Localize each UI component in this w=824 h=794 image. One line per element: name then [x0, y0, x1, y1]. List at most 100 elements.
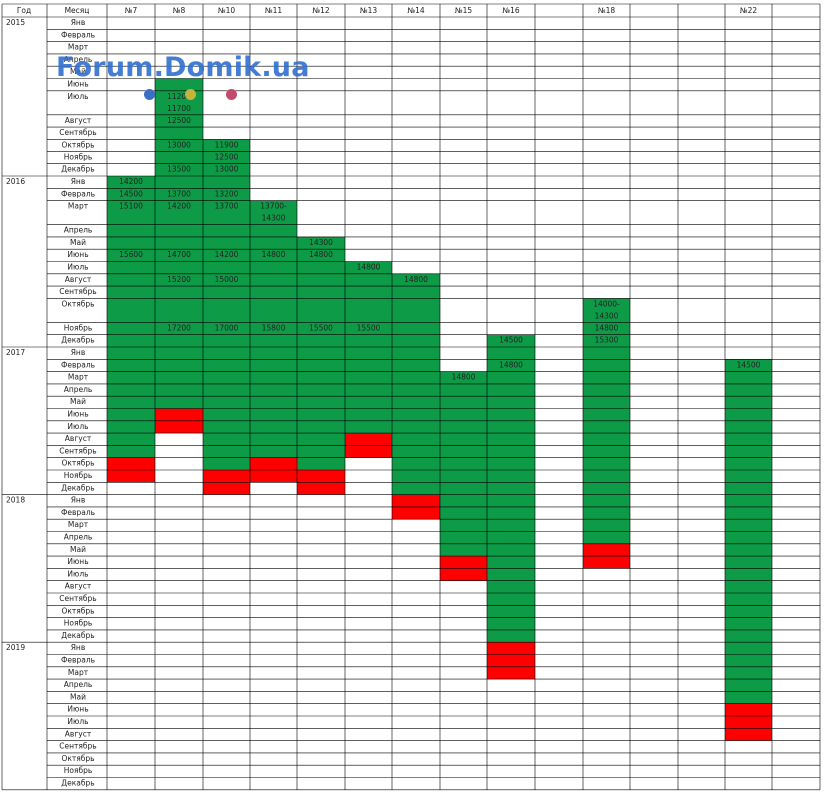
price-value: 15200 [167, 275, 191, 284]
month-label: Ноябрь [64, 323, 93, 332]
status-bar-sale [155, 78, 203, 409]
month-label: Август [65, 582, 92, 591]
price-value: 14500 [499, 336, 523, 345]
price-value: 15300 [595, 336, 619, 345]
month-label: Сентябрь [59, 594, 96, 603]
month-label: Июнь [67, 250, 88, 259]
month-label: Декабрь [61, 336, 94, 345]
price-value: 14700 [167, 250, 191, 259]
price-value: 13700- [260, 202, 287, 211]
price-value: 17000 [215, 323, 239, 332]
month-label: Март [68, 43, 89, 52]
price-value: 14500 [119, 189, 143, 198]
month-label: Сентябрь [59, 742, 96, 751]
watermark-dot-icon [144, 89, 155, 100]
watermark-dot-icon [185, 89, 196, 100]
column-header: №14 [407, 6, 425, 15]
month-label: Октябрь [61, 606, 94, 615]
month-label: Сентябрь [59, 128, 96, 137]
price-value: 12500 [215, 152, 239, 161]
price-value: 14200 [119, 177, 143, 186]
month-label: Октябрь [61, 459, 94, 468]
watermark-logo: Forum.Domik.ua [56, 52, 310, 83]
month-label: Июль [67, 92, 88, 101]
column-header: №22 [740, 6, 758, 15]
watermark-dot-icon [226, 89, 237, 100]
month-label: Февраль [61, 189, 95, 198]
status-bar-sale [203, 139, 250, 470]
price-value: 14800 [452, 373, 476, 382]
month-label: Янв [71, 18, 86, 27]
price-value: 14300 [309, 238, 333, 247]
month-label: Янв [71, 348, 86, 357]
month-label: Май [70, 67, 86, 76]
price-value: 15000 [215, 275, 239, 284]
month-label: Февраль [61, 508, 95, 517]
column-header: №7 [125, 6, 138, 15]
month-label: Декабрь [61, 165, 94, 174]
status-bar-sale [440, 371, 487, 557]
status-bar-sale [250, 200, 297, 458]
month-label: Апрель [64, 55, 93, 64]
price-value: 14500 [737, 360, 761, 369]
month-label: Июнь [67, 410, 88, 419]
month-label: Июнь [67, 557, 88, 566]
price-value: 13700 [167, 189, 191, 198]
price-value: 14800 [499, 360, 523, 369]
month-label: Декабрь [61, 779, 94, 788]
month-label: Август [65, 729, 92, 738]
price-value: 14200 [167, 202, 191, 211]
price-value: 15500 [309, 323, 333, 332]
price-value: 14800 [262, 250, 286, 259]
column-header: №18 [598, 6, 616, 15]
month-label: Сентябрь [59, 446, 96, 455]
price-value: 11900 [215, 140, 239, 149]
price-value: 14300 [595, 311, 619, 320]
month-label: Июль [67, 422, 88, 431]
month-label: Октябрь [61, 299, 94, 308]
price-value: 17200 [167, 323, 191, 332]
status-bar-sold [725, 703, 772, 741]
month-label: Февраль [61, 656, 95, 665]
month-label: Май [70, 397, 86, 406]
price-value: 14300 [262, 214, 286, 223]
month-label: Октябрь [61, 754, 94, 763]
price-value: 14000- [593, 299, 620, 308]
month-label: Ноябрь [64, 766, 93, 775]
month-label: Май [70, 692, 86, 701]
month-label: Декабрь [61, 631, 94, 640]
price-value: 15100 [119, 202, 143, 211]
month-label: Февраль [61, 360, 95, 369]
month-label: Апрель [64, 680, 93, 689]
month-label: Август [65, 434, 92, 443]
month-label: Май [70, 238, 86, 247]
price-value: 11200 [167, 92, 191, 101]
year-label: 2016 [6, 177, 25, 186]
price-value: 13700 [215, 202, 239, 211]
month-label: Июль [67, 263, 88, 272]
status-bar-sale [487, 334, 535, 643]
price-value: 11700 [167, 104, 191, 113]
month-label: Ноябрь [64, 619, 93, 628]
month-label: Декабрь [61, 483, 94, 492]
price-value: 13000 [167, 140, 191, 149]
month-label: Июнь [67, 705, 88, 714]
column-header: №8 [173, 6, 186, 15]
column-header: №13 [360, 6, 378, 15]
header-year: Год [17, 6, 31, 15]
year-label: 2017 [6, 348, 25, 357]
year-label: 2019 [6, 643, 25, 652]
month-label: Март [68, 373, 89, 382]
price-value: 12500 [167, 116, 191, 125]
column-header: №16 [502, 6, 520, 15]
price-value: 15800 [262, 323, 286, 332]
price-value: 15500 [357, 323, 381, 332]
column-header: №11 [265, 6, 283, 15]
month-label: Март [68, 520, 89, 529]
month-label: Ноябрь [64, 152, 93, 161]
month-label: Февраль [61, 30, 95, 39]
price-value: 14800 [595, 323, 619, 332]
price-value: 14200 [215, 250, 239, 259]
month-label: Ноябрь [64, 471, 93, 480]
